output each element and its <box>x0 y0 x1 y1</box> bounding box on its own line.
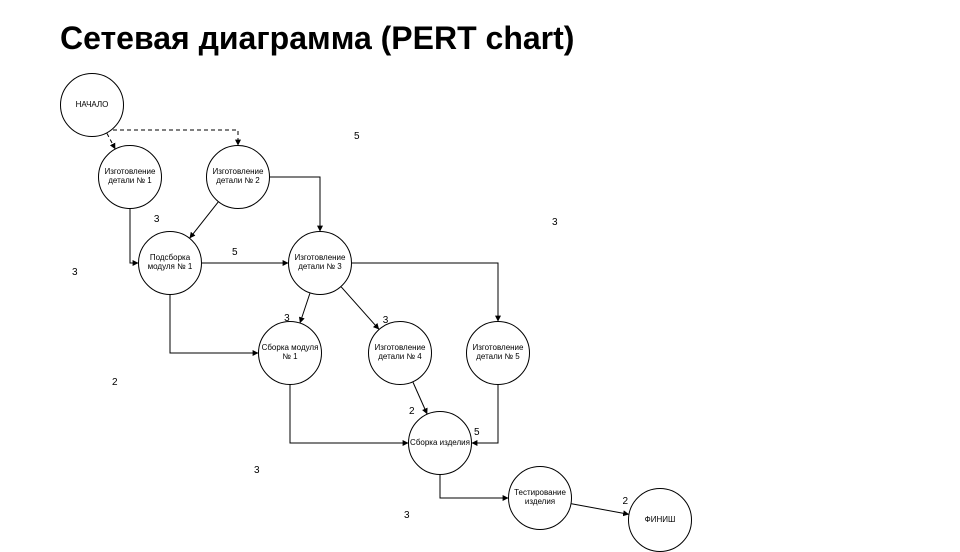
edge-d1-m1 <box>130 209 138 263</box>
node-label: Изготовление детали № 2 <box>207 168 269 186</box>
node-label: Подсборка модуля № 1 <box>139 254 201 272</box>
node-finish: ФИНИШ <box>628 488 692 552</box>
pert-diagram: 3355233332532НАЧАЛОИзготовление детали №… <box>0 60 960 540</box>
node-asmProd: Сборка изделия <box>408 411 472 475</box>
node-d2: Изготовление детали № 2 <box>206 145 270 209</box>
node-m1: Подсборка модуля № 1 <box>138 231 202 295</box>
edge-label-d5-asmProd: 5 <box>474 427 480 438</box>
node-label: Сборка изделия <box>410 439 470 448</box>
edge-m1-asmM1 <box>170 295 258 353</box>
edge-start-d2 <box>92 130 238 145</box>
edge-test-finish <box>571 504 628 514</box>
node-label: Сборка модуля № 1 <box>259 344 321 362</box>
edge-label-d1-m1: 3 <box>72 267 78 278</box>
node-d3: Изготовление детали № 3 <box>288 231 352 295</box>
edge-label-test-finish: 2 <box>623 496 629 507</box>
edge-label-m1-asmM1: 2 <box>112 377 118 388</box>
edge-label-d2-m1: 3 <box>154 214 160 225</box>
edge-d2-d3 <box>270 177 320 231</box>
edge-start-d1 <box>107 133 115 148</box>
edge-label-d3-d5: 3 <box>552 217 558 228</box>
node-d4: Изготовление детали № 4 <box>368 321 432 385</box>
page-title: Сетевая диаграмма (PERT chart) <box>60 20 574 57</box>
edge-asmProd-test <box>440 475 508 498</box>
edge-d4-asmProd <box>413 382 427 414</box>
edge-label-asmProd-test: 3 <box>404 510 410 521</box>
edge-d3-d4 <box>341 287 378 329</box>
node-d5: Изготовление детали № 5 <box>466 321 530 385</box>
node-label: ФИНИШ <box>645 516 676 525</box>
edge-label-d2-d3: 5 <box>354 131 360 142</box>
edge-label-m1-d3: 5 <box>232 247 238 258</box>
node-test: Тестирование изделия <box>508 466 572 530</box>
node-label: Изготовление детали № 3 <box>289 254 351 272</box>
edge-label-d4-asmProd: 2 <box>409 406 415 417</box>
edge-d3-asmM1 <box>300 293 310 322</box>
node-d1: Изготовление детали № 1 <box>98 145 162 209</box>
edge-d3-d5 <box>352 263 498 321</box>
edge-d2-m1 <box>190 202 218 238</box>
edge-asmM1-asmProd <box>290 385 408 443</box>
node-start: НАЧАЛО <box>60 73 124 137</box>
node-label: Изготовление детали № 4 <box>369 344 431 362</box>
node-label: Изготовление детали № 1 <box>99 168 161 186</box>
node-asmM1: Сборка модуля № 1 <box>258 321 322 385</box>
node-label: НАЧАЛО <box>76 101 109 110</box>
edges-layer <box>0 60 960 540</box>
node-label: Изготовление детали № 5 <box>467 344 529 362</box>
node-label: Тестирование изделия <box>509 489 571 507</box>
edge-label-asmM1-asmProd: 3 <box>254 465 260 476</box>
